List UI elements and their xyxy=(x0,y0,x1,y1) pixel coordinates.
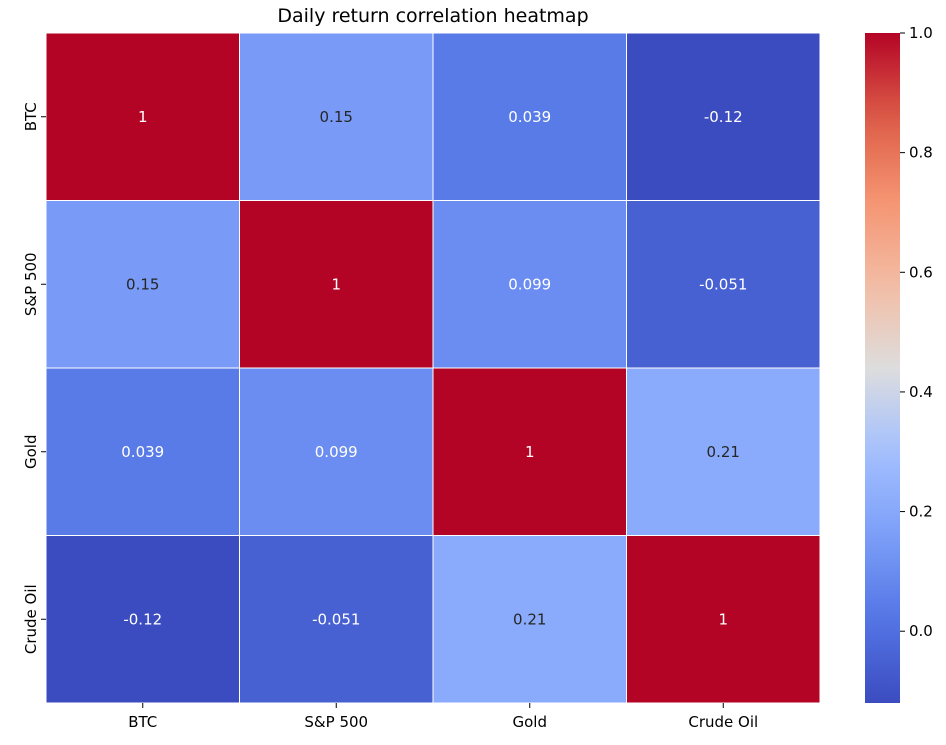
colorbar-tick-label: 1.0 xyxy=(909,24,933,42)
colorbar-ticks: 0.0 0.2 0.4 0.6 0.8 1.0 xyxy=(900,24,933,640)
y-tick-label: Crude Oil xyxy=(22,584,40,654)
heatmap-cell xyxy=(239,367,434,536)
heatmap-cell xyxy=(432,32,627,201)
heatmap-cell xyxy=(432,535,627,704)
cell-value-label: 1 xyxy=(138,108,148,126)
cell-value-label: -0.12 xyxy=(123,610,162,628)
colorbar-tick-label: 0.6 xyxy=(909,263,933,281)
cell-value-label: 1 xyxy=(331,275,341,293)
heatmap-cell xyxy=(626,535,821,704)
cell-value-label: 1 xyxy=(525,443,535,461)
cell-value-label: 0.039 xyxy=(508,108,551,126)
y-tick-label: Gold xyxy=(22,435,40,470)
x-tick-label: BTC xyxy=(128,713,157,731)
heatmap-cells: 1 0.15 0.039 -0.12 0.15 1 0.099 -0.051 0.039 0.09… xyxy=(45,32,821,704)
heatmap-cell xyxy=(45,32,240,201)
cell-value-label: -0.051 xyxy=(699,275,747,293)
heatmap-cell xyxy=(626,200,821,369)
colorbar-tick-label: 0.2 xyxy=(909,503,933,521)
colorbar-tick-label: 0.0 xyxy=(909,622,933,640)
x-axis: BTC S&P 500 Gold Crude Oil xyxy=(128,703,758,731)
colorbar-tick-label: 0.4 xyxy=(909,383,933,401)
heatmap-cell xyxy=(45,535,240,704)
cell-value-label: 0.21 xyxy=(707,443,740,461)
y-axis: BTC S&P 500 Gold Crude Oil xyxy=(22,102,46,654)
heatmap-cell xyxy=(239,535,434,704)
heatmap-cell xyxy=(239,32,434,201)
cell-value-label: 0.099 xyxy=(508,275,551,293)
cell-value-label: -0.051 xyxy=(312,610,360,628)
cell-value-label: 0.099 xyxy=(315,443,358,461)
heatmap-cell xyxy=(626,367,821,536)
cell-value-label: 0.21 xyxy=(513,610,546,628)
heatmap-cell xyxy=(432,200,627,369)
colorbar: 0.0 0.2 0.4 0.6 0.8 1.0 xyxy=(865,24,933,703)
x-tick-label: Crude Oil xyxy=(688,713,758,731)
chart-title: Daily return correlation heatmap xyxy=(277,5,588,27)
x-tick-label: Gold xyxy=(513,713,548,731)
cell-value-label: 0.15 xyxy=(126,275,159,293)
heatmap-cell xyxy=(626,32,821,201)
cell-value-label: 0.15 xyxy=(320,108,353,126)
colorbar-tick-label: 0.8 xyxy=(909,144,933,162)
y-tick-label: S&P 500 xyxy=(22,252,40,316)
cell-value-label: -0.12 xyxy=(704,108,743,126)
y-tick-label: BTC xyxy=(22,102,40,131)
cell-value-label: 0.039 xyxy=(121,443,164,461)
x-tick-label: S&P 500 xyxy=(304,713,368,731)
heatmap-cell xyxy=(45,200,240,369)
cell-value-label: 1 xyxy=(718,610,728,628)
colorbar-gradient xyxy=(865,33,900,703)
heatmap-cell xyxy=(239,200,434,369)
